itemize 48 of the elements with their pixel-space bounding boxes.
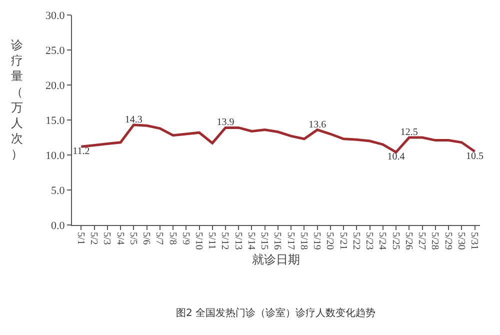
x-tick-label: 5/20 (324, 232, 336, 250)
x-tick-label: 5/18 (298, 232, 309, 250)
x-tick-label: 5/26 (402, 232, 414, 250)
x-tick-label: 5/10 (193, 232, 204, 250)
x-tick-label: 5/14 (245, 232, 256, 250)
data-label: 10.5 (466, 151, 484, 162)
data-label: 14.3 (124, 114, 142, 126)
y-tick-label: 20.0 (46, 80, 66, 92)
data-label: 13.9 (216, 117, 234, 128)
x-tick-label: 5/31 (468, 232, 480, 250)
y-tick-label: 0.0 (51, 220, 66, 232)
x-tick-label: 5/25 (390, 232, 401, 250)
x-tick-label: 5/8 (166, 232, 178, 245)
x-tick-label: 5/21 (337, 232, 348, 250)
x-tick-label: 5/16 (272, 232, 283, 250)
x-tick-label: 5/3 (101, 232, 112, 245)
x-tick-label: 5/19 (311, 232, 322, 250)
x-tick-label: 5/1 (74, 232, 86, 245)
y-tick-label: 30.0 (46, 10, 66, 22)
data-label: 12.5 (400, 127, 418, 138)
x-tick-label: 5/30 (455, 232, 466, 250)
x-tick-label: 5/5 (127, 232, 138, 245)
x-tick-label: 5/17 (284, 232, 296, 250)
data-label: 13.6 (308, 119, 326, 130)
x-tick-label: 5/6 (140, 232, 152, 245)
x-tick-label: 5/27 (416, 232, 428, 250)
x-tick-label: 5/4 (114, 232, 126, 245)
y-tick-label: 25.0 (46, 44, 66, 57)
x-tick-label: 5/23 (364, 232, 375, 250)
x-tick-label: 5/12 (219, 232, 230, 250)
data-label: 11.2 (72, 146, 90, 158)
caption: 图2 全国发热门诊（诊室）诊疗人数变化趋势 (176, 307, 376, 319)
x-tick-label: 5/13 (232, 232, 244, 250)
x-tick-label: 5/22 (350, 232, 362, 250)
x-tick-label: 5/7 (154, 232, 165, 245)
data-label: 10.4 (387, 152, 405, 163)
y-tick-label: 10.0 (46, 150, 66, 162)
x-tick-label: 5/15 (258, 232, 270, 250)
y-tick-label: 15.0 (46, 114, 66, 127)
x-tick-label: 5/24 (376, 232, 388, 250)
x-axis-title: 就诊日期 (252, 252, 300, 267)
x-tick-label: 5/29 (442, 232, 454, 250)
x-tick-label: 5/28 (429, 232, 440, 250)
x-tick-label: 5/2 (88, 232, 100, 245)
x-tick-label: 5/11 (206, 232, 218, 250)
y-tick-label: 5.0 (51, 184, 66, 197)
x-tick-label: 5/9 (180, 232, 191, 245)
y-axis-title: 诊疗量（万人次） (11, 38, 23, 162)
